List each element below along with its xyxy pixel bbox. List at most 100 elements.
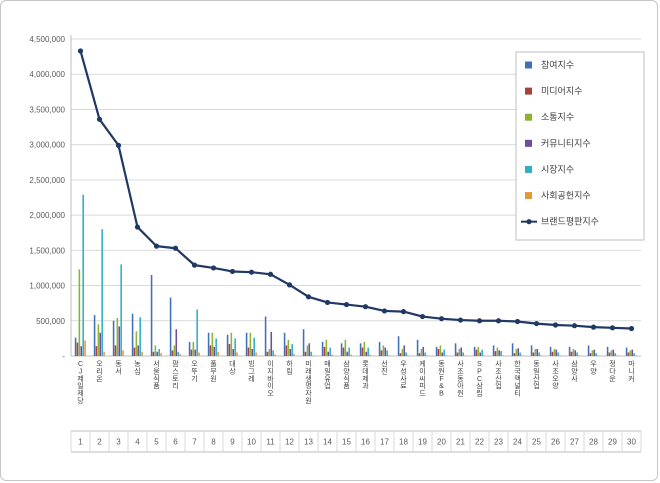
bar-사회공헌지수	[616, 355, 618, 356]
bar-참여지수	[283, 332, 286, 356]
bar-시장지수	[329, 347, 331, 356]
bar-사회공헌지수	[331, 354, 333, 356]
bar-참여지수	[131, 313, 134, 356]
bar-참여지수	[340, 343, 343, 356]
bar-참여지수	[568, 346, 571, 356]
bar-참여지수	[169, 297, 172, 356]
bar-시장지수	[158, 348, 160, 356]
legend-label: 커뮤니티지수	[541, 138, 591, 148]
bar-커뮤니티지수	[403, 345, 406, 356]
legend-swatch-참여지수	[525, 61, 532, 69]
bar-사회공헌지수	[198, 352, 200, 356]
bar-소통지수	[382, 345, 385, 356]
bar-소통지수	[591, 350, 594, 356]
reputation-line-marker	[153, 243, 160, 249]
y-axis-tick-label: 3,500,000	[29, 105, 65, 114]
bar-시장지수	[348, 347, 350, 356]
bar-소통지수	[325, 339, 328, 356]
x-axis-rank-label: 19	[418, 438, 427, 447]
bar-미디어지수	[95, 346, 98, 356]
y-axis-tick-label: 500,000	[36, 317, 65, 326]
bar-미디어지수	[380, 350, 383, 356]
bar-미디어지수	[589, 353, 592, 356]
bar-미디어지수	[190, 349, 193, 356]
reputation-line-marker	[115, 142, 122, 148]
bar-미디어지수	[152, 351, 155, 356]
bar-커뮤니티지수	[327, 351, 330, 356]
x-axis-rank-label: 15	[342, 438, 351, 447]
bar-시장지수	[595, 353, 597, 356]
bar-커뮤니티지수	[251, 348, 254, 356]
bar-사회공헌지수	[160, 353, 162, 356]
bar-미디어지수	[570, 351, 573, 356]
bar-참여지수	[207, 332, 210, 356]
reputation-line-marker	[381, 308, 388, 314]
bar-커뮤니티지수	[384, 347, 387, 356]
y-axis-tick-label: 2,000,000	[29, 211, 65, 220]
bar-시장지수	[519, 352, 521, 356]
bar-미디어지수	[437, 348, 440, 356]
bar-미디어지수	[76, 342, 79, 356]
x-axis-rank-label: 9	[230, 438, 235, 447]
legend-swatch-시장지수	[525, 165, 532, 173]
bar-참여지수	[93, 315, 96, 356]
legend-line-marker	[526, 219, 532, 225]
bar-사회공헌지수	[103, 351, 105, 356]
bar-사회공헌지수	[464, 355, 466, 356]
bar-시장지수	[310, 351, 312, 356]
x-axis-category-label: 동 원 F & B	[438, 360, 445, 398]
bar-시장지수	[633, 353, 635, 356]
x-axis-rank-label: 4	[135, 438, 140, 447]
x-axis-rank-label: 11	[266, 438, 275, 447]
bar-소통지수	[173, 345, 176, 356]
bar-소통지수	[439, 345, 442, 356]
bar-시장지수	[614, 353, 616, 356]
bar-소통지수	[363, 341, 366, 356]
bar-커뮤니티지수	[270, 332, 273, 356]
bar-미디어지수	[247, 347, 250, 356]
bar-사회공헌지수	[483, 355, 485, 356]
x-axis-rank-label: 17	[380, 438, 389, 447]
bar-소통지수	[477, 346, 480, 356]
bar-참여지수	[359, 343, 362, 356]
bar-사회공헌지수	[255, 352, 257, 356]
reputation-line-marker	[571, 323, 578, 329]
x-axis-rank-label: 29	[608, 438, 617, 447]
bar-시장지수	[424, 352, 426, 356]
y-axis-tick-label: -	[62, 352, 65, 361]
x-axis-rank-label: 1	[78, 438, 83, 447]
reputation-line-marker	[476, 318, 483, 324]
bar-미디어지수	[513, 353, 516, 356]
bar-소통지수	[287, 339, 290, 356]
bar-시장지수	[500, 351, 502, 356]
y-axis-tick-label: 1,500,000	[29, 246, 65, 255]
bar-사회공헌지수	[179, 353, 181, 356]
bar-미디어지수	[209, 345, 212, 356]
x-axis-rank-label: 3	[116, 438, 121, 447]
bar-소통지수	[572, 348, 575, 356]
bar-시장지수	[557, 352, 559, 356]
reputation-line-marker	[609, 325, 616, 331]
bar-시장지수	[196, 309, 198, 356]
bar-시장지수	[82, 194, 84, 356]
bar-소통지수	[344, 339, 347, 356]
bar-참여지수	[188, 341, 191, 356]
reputation-line-marker	[229, 268, 236, 275]
bar-시장지수	[576, 352, 578, 356]
bar-미디어지수	[266, 351, 269, 356]
bar-시장지수	[538, 352, 540, 356]
bar-사회공헌지수	[236, 352, 238, 356]
reputation-line-marker	[286, 282, 293, 288]
